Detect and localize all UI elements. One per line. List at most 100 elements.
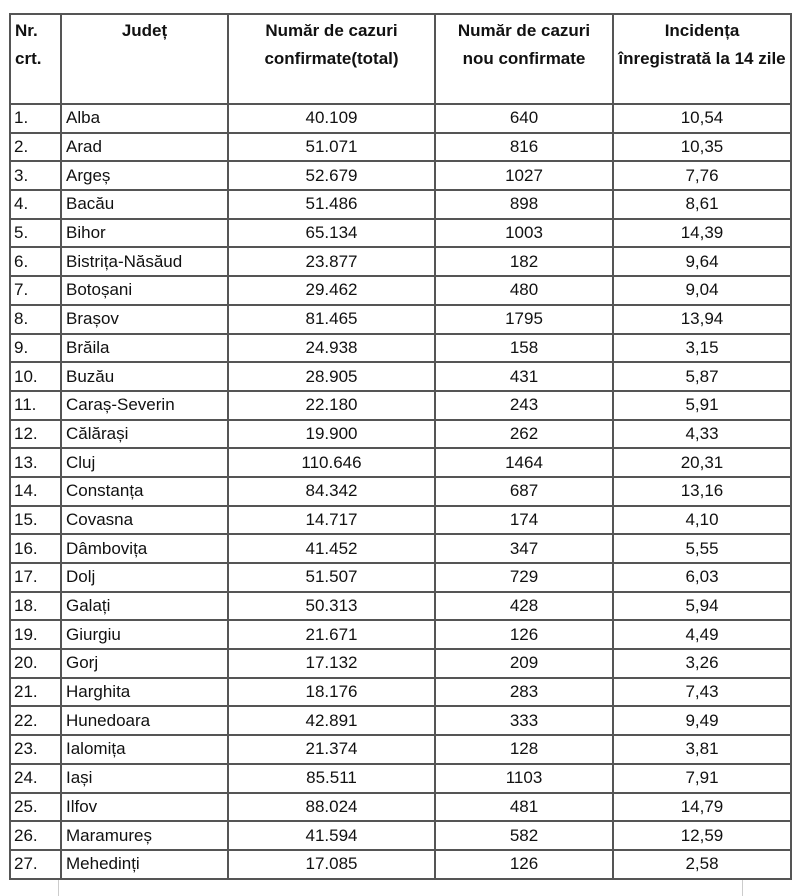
covid-cases-table: Nr. crt. Județ Număr de cazuri confirmat… [9, 13, 792, 880]
cell-nr: 6. [9, 246, 62, 278]
cell-incidence: 4,49 [612, 619, 792, 651]
table-row: 21. Harghita 18.176 283 7,43 [9, 676, 792, 708]
header-incidence: Incidența înregistrată la 14 zile [612, 13, 792, 105]
cell-incidence: 5,94 [612, 590, 792, 622]
table-row: 18. Galați 50.313 428 5,94 [9, 590, 792, 622]
cell-total-cases: 65.134 [227, 217, 436, 249]
cell-judet: Brăila [60, 332, 229, 364]
cell-total-cases: 24.938 [227, 332, 436, 364]
cell-judet: Dolj [60, 562, 229, 593]
table-row: 16. Dâmbovița 41.452 347 5,55 [9, 533, 792, 564]
cell-total-cases: 28.905 [227, 361, 436, 392]
cell-incidence: 7,43 [612, 676, 792, 708]
cell-total-cases: 29.462 [227, 275, 436, 306]
cell-judet: Buzău [60, 361, 229, 392]
cell-nr: 20. [9, 648, 62, 679]
cell-incidence: 3,26 [612, 648, 792, 679]
cell-incidence: 4,33 [612, 418, 792, 450]
cell-new-cases: 898 [434, 189, 614, 220]
cell-incidence: 9,49 [612, 705, 792, 737]
cell-new-cases: 262 [434, 418, 614, 450]
cell-nr: 17. [9, 562, 62, 593]
cell-nr: 23. [9, 734, 62, 765]
cell-total-cases: 41.452 [227, 533, 436, 564]
cell-incidence: 10,35 [612, 131, 792, 163]
cell-new-cases: 640 [434, 103, 614, 134]
cell-new-cases: 1027 [434, 160, 614, 192]
cell-total-cases: 21.374 [227, 734, 436, 765]
cell-incidence: 10,54 [612, 103, 792, 134]
cell-judet: Arad [60, 131, 229, 163]
cell-incidence: 6,03 [612, 562, 792, 593]
cell-total-cases: 22.180 [227, 389, 436, 421]
cell-judet: Constanța [60, 475, 229, 507]
cell-total-cases: 50.313 [227, 590, 436, 622]
cell-incidence: 20,31 [612, 447, 792, 478]
cell-new-cases: 1103 [434, 762, 614, 794]
cell-new-cases: 126 [434, 848, 614, 880]
cell-new-cases: 687 [434, 475, 614, 507]
table-row: 22. Hunedoara 42.891 333 9,49 [9, 705, 792, 737]
table-row: 14. Constanța 84.342 687 13,16 [9, 475, 792, 507]
cell-nr: 5. [9, 217, 62, 249]
cell-new-cases: 347 [434, 533, 614, 564]
cell-new-cases: 182 [434, 246, 614, 278]
cell-nr: 27. [9, 848, 62, 880]
cell-judet: Dâmbovița [60, 533, 229, 564]
cell-nr: 8. [9, 303, 62, 335]
cell-nr: 3. [9, 160, 62, 192]
cell-nr: 7. [9, 275, 62, 306]
cell-judet: Harghita [60, 676, 229, 708]
cell-new-cases: 126 [434, 619, 614, 651]
cell-total-cases: 51.507 [227, 562, 436, 593]
cell-new-cases: 428 [434, 590, 614, 622]
cell-incidence: 13,16 [612, 475, 792, 507]
cell-incidence: 13,94 [612, 303, 792, 335]
table-row: 19. Giurgiu 21.671 126 4,49 [9, 619, 792, 651]
table-row: 25. Ilfov 88.024 481 14,79 [9, 791, 792, 823]
cell-judet: Gorj [60, 648, 229, 679]
cell-incidence: 2,58 [612, 848, 792, 880]
cell-new-cases: 333 [434, 705, 614, 737]
cell-new-cases: 209 [434, 648, 614, 679]
table-row: 12. Călărași 19.900 262 4,33 [9, 418, 792, 450]
cell-incidence: 8,61 [612, 189, 792, 220]
cell-nr: 18. [9, 590, 62, 622]
cell-total-cases: 23.877 [227, 246, 436, 278]
cell-judet: Cluj [60, 447, 229, 478]
cell-new-cases: 729 [434, 562, 614, 593]
cell-judet: Ialomița [60, 734, 229, 765]
cell-total-cases: 41.594 [227, 820, 436, 851]
cell-nr: 9. [9, 332, 62, 364]
cell-incidence: 14,39 [612, 217, 792, 249]
cell-judet: Iași [60, 762, 229, 794]
cell-nr: 13. [9, 447, 62, 478]
cell-nr: 26. [9, 820, 62, 851]
cell-total-cases: 42.891 [227, 705, 436, 737]
cell-total-cases: 40.109 [227, 103, 436, 134]
cell-incidence: 5,55 [612, 533, 792, 564]
cell-total-cases: 51.486 [227, 189, 436, 220]
cell-judet: Covasna [60, 504, 229, 536]
cell-nr: 11. [9, 389, 62, 421]
table-row: 23. Ialomița 21.374 128 3,81 [9, 734, 792, 765]
table-row: 10. Buzău 28.905 431 5,87 [9, 361, 792, 392]
cell-total-cases: 110.646 [227, 447, 436, 478]
table-row: 26. Maramureș 41.594 582 12,59 [9, 820, 792, 851]
cell-nr: 12. [9, 418, 62, 450]
cell-total-cases: 17.132 [227, 648, 436, 679]
cell-incidence: 7,76 [612, 160, 792, 192]
cell-nr: 19. [9, 619, 62, 651]
table-row: 17. Dolj 51.507 729 6,03 [9, 562, 792, 593]
table-row: 20. Gorj 17.132 209 3,26 [9, 648, 792, 679]
table-row: 5. Bihor 65.134 1003 14,39 [9, 217, 792, 249]
header-row: Nr. crt. Județ Număr de cazuri confirmat… [9, 13, 792, 105]
cell-new-cases: 1795 [434, 303, 614, 335]
table-row: 9. Brăila 24.938 158 3,15 [9, 332, 792, 364]
cell-new-cases: 582 [434, 820, 614, 851]
cell-new-cases: 174 [434, 504, 614, 536]
cell-judet: Brașov [60, 303, 229, 335]
table-row: 24. Iași 85.511 1103 7,91 [9, 762, 792, 794]
header-total-cases: Număr de cazuri confirmate(total) [227, 13, 436, 105]
cell-total-cases: 18.176 [227, 676, 436, 708]
